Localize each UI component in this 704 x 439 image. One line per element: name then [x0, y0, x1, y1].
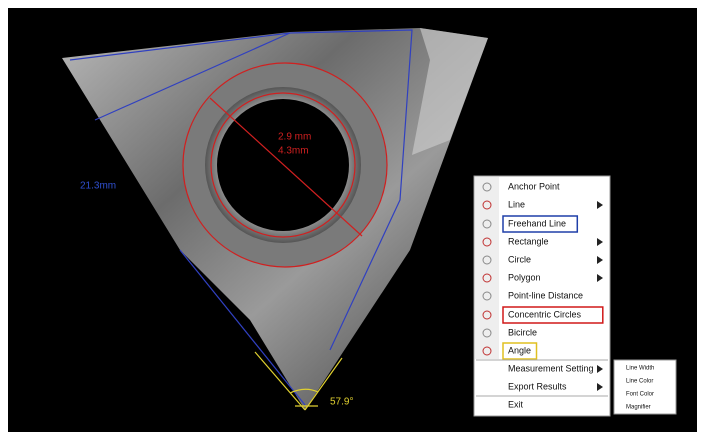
menu-label: Anchor Point [508, 181, 560, 191]
menu-item[interactable]: Angle [482, 342, 538, 360]
menu-item[interactable]: Point-line Distance [482, 290, 583, 301]
submenu-item[interactable]: Line Color [626, 379, 653, 385]
submenu-arrow [597, 365, 603, 373]
menu-label: Circle [508, 254, 531, 264]
context-menu: Anchor Point Line Freehand Line Rectangle Ci… [473, 175, 611, 417]
menu-item[interactable]: Export Results [508, 381, 603, 391]
edge-lines [69, 29, 413, 406]
measure-label: 57.9° [330, 397, 353, 408]
highlight-box [502, 342, 538, 360]
measure-label: 21.3mm [80, 181, 116, 192]
menu-item[interactable]: Polygon [482, 272, 603, 283]
menu-icon [482, 346, 492, 356]
menu-label: Polygon [508, 272, 541, 282]
inner-circle [210, 92, 356, 238]
menu-label: Exit [508, 399, 524, 409]
menu-icon [482, 291, 492, 301]
angle-arm [254, 351, 306, 411]
submenu-arrow [597, 256, 603, 264]
circle-measure [182, 62, 388, 268]
menu-icon [482, 200, 492, 210]
angle-arm [304, 357, 343, 411]
measure-label: 4.3mm [278, 146, 309, 157]
menu-icon [482, 310, 492, 320]
menu-label: Concentric Circles [508, 309, 582, 319]
menu-item[interactable]: Bicircle [482, 327, 537, 338]
highlight-box [502, 215, 579, 233]
menu-icon [482, 328, 492, 338]
submenu-item[interactable]: Line Width [626, 366, 654, 372]
menu-item[interactable]: Anchor Point [482, 181, 560, 192]
menu-label: Angle [508, 345, 531, 355]
submenu-item[interactable]: Font Color [626, 392, 654, 398]
menu-label: Line [508, 199, 525, 209]
diameter-line [209, 97, 363, 237]
submenu-item[interactable]: Magnifier [626, 405, 651, 411]
menu-icon [482, 182, 492, 192]
menu-icon [482, 273, 492, 283]
submenu-panel [613, 359, 677, 415]
menu-icon [482, 219, 492, 229]
measure-label: 2.9 mm [278, 132, 311, 143]
menu-item[interactable]: Circle [482, 254, 603, 265]
submenu-arrow [597, 201, 603, 209]
menu-label: Freehand Line [508, 218, 566, 228]
menu-item[interactable]: Exit [508, 399, 524, 409]
menu-label: Export Results [508, 381, 567, 391]
edge-line [179, 249, 306, 406]
menu-item[interactable]: Freehand Line [482, 215, 579, 233]
highlight-box [502, 306, 604, 324]
menu-item[interactable]: Rectangle [482, 236, 603, 247]
menu-item[interactable]: Line [482, 199, 603, 210]
insert-edge [412, 28, 488, 155]
menu-item[interactable]: Concentric Circles [482, 306, 604, 324]
submenu-arrow [597, 274, 603, 282]
menu-label: Measurement Setting [508, 363, 594, 373]
menu-icon [482, 255, 492, 265]
menu-icon [482, 237, 492, 247]
edge-line [94, 32, 291, 121]
menu-label: Rectangle [508, 236, 549, 246]
angle-arc [289, 388, 319, 394]
submenu-arrow [597, 238, 603, 246]
insert [62, 28, 488, 410]
submenu-arrow [597, 383, 603, 391]
menu-label: Point-line Distance [508, 290, 583, 300]
icon-column [475, 177, 499, 359]
angle-measure [254, 351, 343, 411]
menu-item[interactable]: Measurement Setting [508, 363, 603, 373]
outer-circle [182, 62, 388, 268]
menu-label: Bicircle [508, 327, 537, 337]
edge-line [69, 29, 413, 351]
submenu: Line Width Line Color Font Color Magnifier [613, 359, 677, 415]
